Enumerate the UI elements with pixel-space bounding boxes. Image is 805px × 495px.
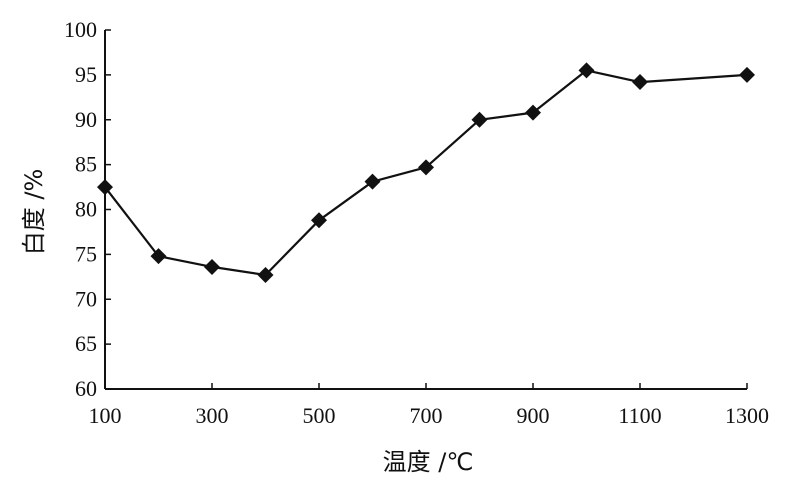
x-tick-label-1300: 1300: [725, 403, 769, 428]
x-axis-title: 温度 /℃: [383, 448, 474, 476]
y-tick-label-60: 60: [75, 376, 97, 401]
y-tick-label-100: 100: [64, 17, 97, 42]
x-tick-label-500: 500: [303, 403, 336, 428]
ticks: 60 65 70 75 80 85 90 95 100 100 300 500 700 900 1100 13…: [64, 17, 769, 428]
data-point-1300: [739, 66, 755, 83]
data-point-500: [311, 212, 327, 229]
data-point-100: [97, 179, 113, 196]
data-point-400: [257, 267, 274, 284]
data-point-700: [418, 159, 434, 176]
data-point-1100: [632, 74, 648, 91]
y-tick-label-80: 80: [75, 197, 97, 222]
data-point-600: [364, 173, 381, 190]
y-tick-label-65: 65: [75, 331, 97, 356]
x-tick-label-300: 300: [196, 403, 229, 428]
y-tick-label-95: 95: [75, 62, 97, 87]
y-tick-label-90: 90: [75, 107, 97, 132]
y-axis-title: 白度 /%: [20, 169, 48, 256]
series-line-0: [104, 69, 748, 277]
x-tick-label-100: 100: [89, 403, 122, 428]
data-point-300: [204, 258, 220, 275]
x-tick-label-700: 700: [410, 403, 443, 428]
x-tick-label-900: 900: [517, 403, 550, 428]
data-point-200: [150, 248, 167, 265]
data-point-900: [525, 104, 541, 121]
data-point-1000: [578, 62, 595, 79]
y-tick-label-85: 85: [75, 152, 97, 177]
data-point-800: [471, 111, 488, 128]
y-tick-label-75: 75: [75, 241, 97, 266]
axes: [104, 30, 747, 390]
x-tick-label-1100: 1100: [618, 403, 661, 428]
y-tick-label-70: 70: [75, 286, 97, 311]
series: [97, 62, 755, 284]
